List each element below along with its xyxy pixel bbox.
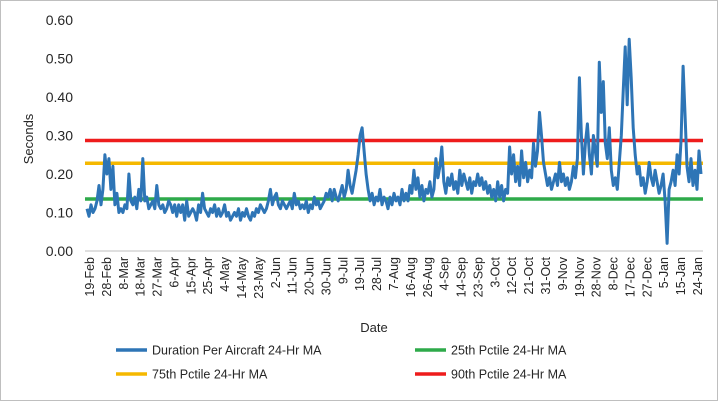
legend-label: 90th Pctile 24-Hr MA [451, 368, 567, 382]
x-tick-label: 25-Apr [201, 257, 215, 295]
y-tick-label: 0.50 [46, 51, 73, 67]
y-tick-label: 0.40 [46, 89, 73, 105]
x-tick-label: 19-Nov [573, 256, 587, 297]
x-tick-label: 4-Sep [438, 257, 452, 290]
x-tick-label: 26-Aug [421, 257, 435, 297]
x-tick-label: 28-Jul [370, 257, 384, 291]
x-tick-label: 23-Sep [471, 257, 485, 297]
x-tick-label: 4-May [218, 256, 232, 291]
x-tick-label: 24-Jan [691, 257, 705, 295]
legend-label: 75th Pctile 24-Hr MA [152, 368, 268, 382]
x-tick-label: 19-Jul [353, 257, 367, 291]
x-tick-label: 8-Mar [117, 257, 131, 290]
x-tick-label: 16-Aug [404, 257, 418, 297]
legend-label: 25th Pctile 24-Hr MA [451, 344, 567, 358]
x-tick-label: 15-Apr [184, 257, 198, 295]
y-axis-label: Seconds [21, 113, 36, 164]
x-tick-label: 14-Sep [455, 257, 469, 297]
legend: Duration Per Aircraft 24-Hr MA 25th Pctil… [116, 344, 567, 382]
x-tick-label: 3-Oct [488, 256, 502, 287]
x-tick-label: 9-Jul [336, 257, 350, 284]
x-tick-label: 7-Aug [387, 257, 401, 290]
x-tick-label: 15-Jan [674, 257, 688, 295]
x-axis-ticks: 19-Feb 28-Feb 8-Mar 18-Mar 27-Mar 6-Apr 15-Apr… [83, 256, 705, 298]
x-tick-label: 2-Jun [269, 257, 283, 288]
y-tick-label: 0.10 [46, 205, 73, 221]
x-tick-label: 27-Dec [640, 257, 654, 297]
x-tick-label: 31-Oct [539, 256, 553, 294]
x-tick-label: 18-Mar [134, 257, 148, 297]
x-axis-label: Date [360, 320, 387, 335]
x-tick-label: 5-Jan [657, 257, 671, 288]
x-tick-label: 20-Jun [303, 257, 317, 295]
x-tick-label: 12-Oct [505, 256, 519, 294]
y-tick-label: 0.30 [46, 128, 73, 144]
x-tick-label: 21-Oct [522, 256, 536, 294]
y-tick-label: 0.00 [46, 243, 73, 259]
y-axis-ticks: 0.00 0.10 0.20 0.30 0.40 0.50 0.60 [46, 12, 73, 259]
y-tick-label: 0.20 [46, 166, 73, 182]
x-tick-label: 11-Jun [286, 257, 300, 294]
x-tick-label: 9-Nov [556, 256, 570, 290]
series-lines [85, 37, 703, 245]
x-tick-label: 6-Apr [167, 257, 181, 288]
x-tick-label: 30-Jun [319, 257, 333, 295]
x-tick-label: 28-Feb [100, 257, 114, 297]
legend-label: Duration Per Aircraft 24-Hr MA [152, 344, 322, 358]
x-tick-label: 14-May [235, 256, 249, 298]
x-tick-label: 17-Dec [623, 257, 637, 297]
duration-series-line [85, 37, 703, 245]
x-tick-label: 27-Mar [151, 257, 165, 297]
x-tick-label: 28-Nov [590, 256, 604, 297]
y-tick-label: 0.60 [46, 12, 73, 28]
x-tick-label: 19-Feb [83, 257, 97, 297]
x-tick-label: 23-May [252, 256, 266, 298]
x-tick-label: 8-Dec [607, 257, 621, 290]
